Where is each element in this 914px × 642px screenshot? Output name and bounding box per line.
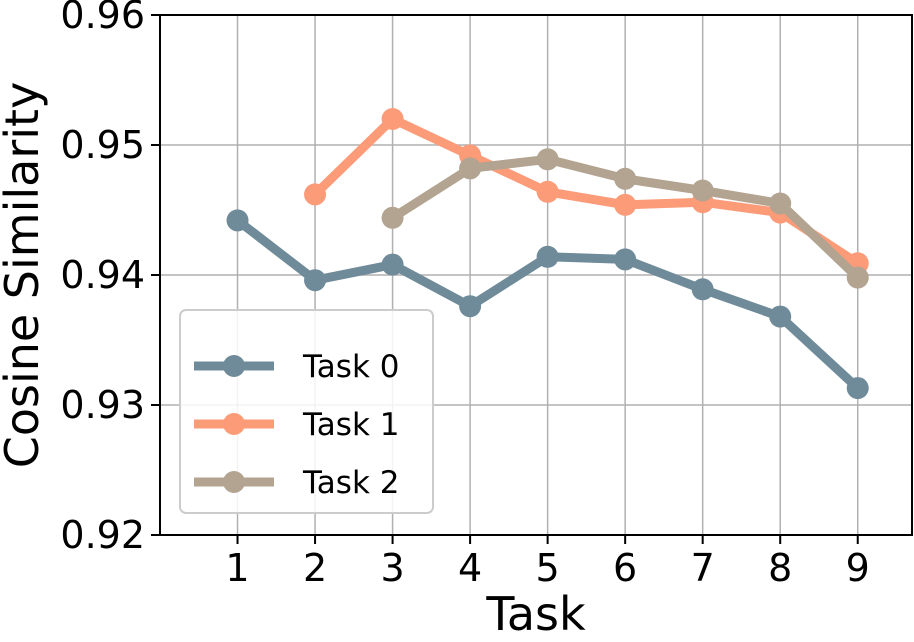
data-point <box>381 108 404 130</box>
data-point <box>304 183 327 206</box>
y-axis-title: Cosine Similarity <box>0 82 49 469</box>
x-tick-label: 9 <box>846 546 870 590</box>
legend-item: Task 1 <box>194 407 399 443</box>
legend-label: Task 2 <box>302 465 399 501</box>
data-point <box>846 266 869 289</box>
x-tick-label: 7 <box>691 546 715 590</box>
data-point <box>381 253 404 276</box>
legend-item: Task 2 <box>194 465 399 501</box>
x-tick-label: 8 <box>768 546 792 590</box>
x-tick-label: 2 <box>303 546 327 590</box>
legend: Task 0 Task 1 Task 2 <box>179 309 434 514</box>
x-tick-label: 1 <box>225 546 249 590</box>
series-line <box>310 114 863 268</box>
x-tick-label: 3 <box>380 546 404 590</box>
data-point <box>691 278 714 301</box>
y-tick-label: 0.94 <box>60 253 145 297</box>
x-tick-labels: 1 2 3 4 5 6 7 8 9 <box>225 535 870 590</box>
y-tick-label: 0.93 <box>60 383 145 427</box>
data-point <box>614 193 637 216</box>
data-point <box>846 377 869 400</box>
data-point <box>691 179 714 202</box>
legend-swatch-marker <box>223 413 245 435</box>
series-task-0 <box>226 209 869 400</box>
data-point <box>459 157 482 180</box>
data-point <box>536 148 559 171</box>
x-tick-label: 5 <box>536 546 560 590</box>
legend-item: Task 0 <box>194 349 399 385</box>
y-tick-label: 0.95 <box>60 123 145 167</box>
series-task-1 <box>304 108 869 275</box>
series-task-2 <box>381 148 869 289</box>
y-tick-label: 0.92 <box>60 513 145 557</box>
data-point <box>226 209 249 232</box>
x-axis-title: Task <box>485 587 586 641</box>
data-point <box>536 245 559 268</box>
data-point <box>536 180 559 203</box>
data-point <box>614 167 637 190</box>
data-point <box>381 206 404 229</box>
data-point <box>459 295 482 318</box>
legend-swatch-marker <box>223 355 245 377</box>
legend-label: Task 0 <box>302 349 399 385</box>
legend-items: Task 0 Task 1 Task 2 <box>194 349 399 501</box>
legend-swatch-marker <box>223 471 245 493</box>
data-point <box>614 248 637 271</box>
y-tick-label: 0.96 <box>60 0 145 37</box>
x-tick-label: 4 <box>458 546 482 590</box>
data-point <box>769 192 792 215</box>
data-point <box>769 305 792 328</box>
data-point <box>304 269 327 292</box>
legend-label: Task 1 <box>302 407 399 443</box>
x-tick-label: 6 <box>613 546 637 590</box>
series-layer <box>226 108 869 400</box>
y-tick-labels: 0.92 0.93 0.94 0.95 0.96 <box>60 0 160 557</box>
